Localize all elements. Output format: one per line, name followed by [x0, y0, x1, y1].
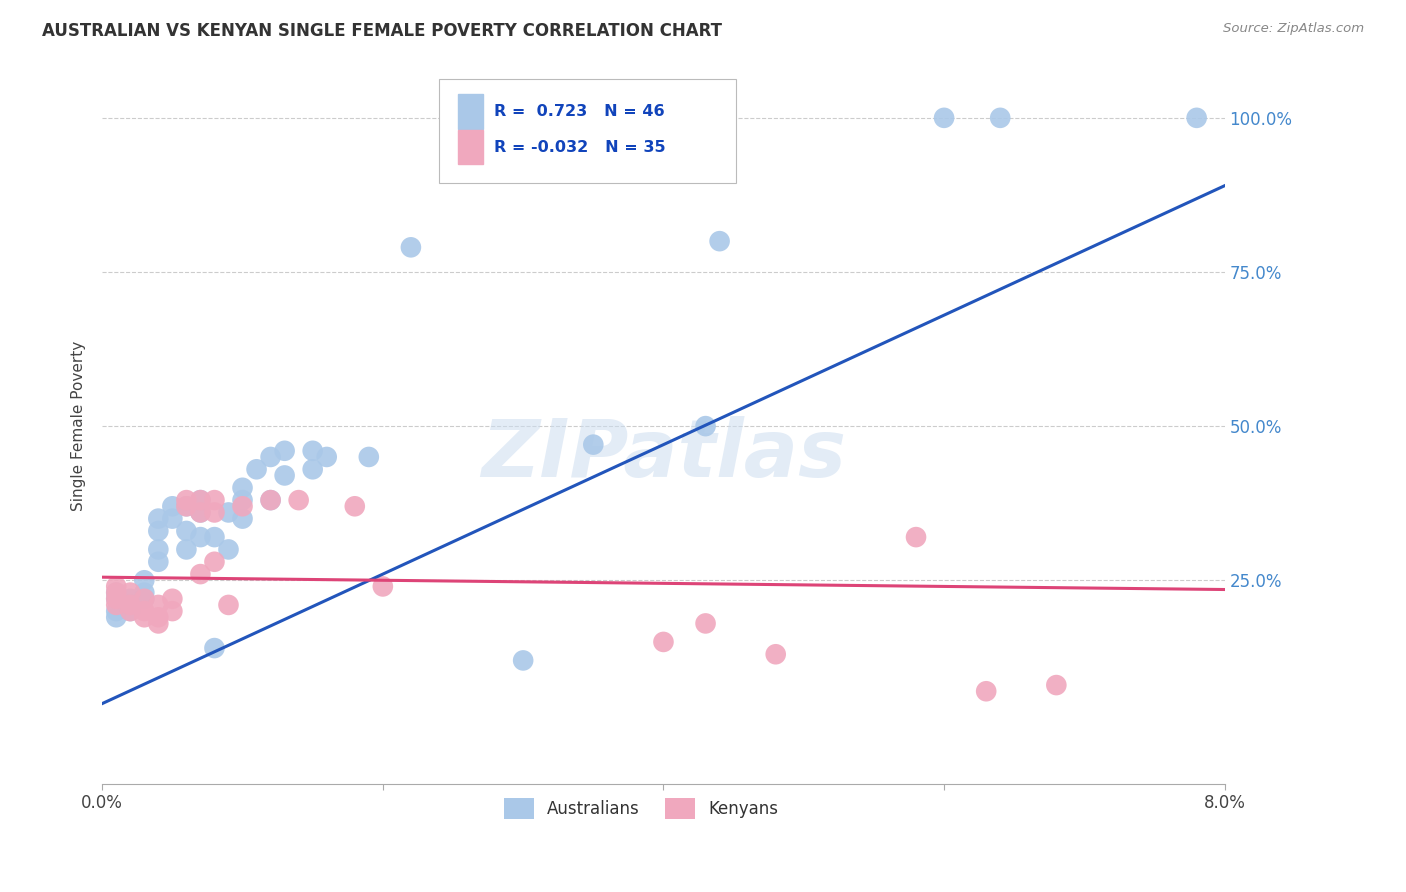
Point	[231, 500, 253, 514]
Point	[765, 647, 787, 661]
Point	[315, 450, 337, 464]
Point	[1185, 111, 1208, 125]
Y-axis label: Single Female Poverty: Single Female Poverty	[72, 341, 86, 511]
Point	[176, 500, 198, 514]
Point	[134, 610, 156, 624]
Point	[134, 591, 156, 606]
Point	[134, 591, 156, 606]
Point	[105, 585, 128, 599]
Point	[932, 111, 955, 125]
Point	[105, 604, 128, 618]
Text: R =  0.723   N = 46: R = 0.723 N = 46	[494, 104, 665, 119]
FancyBboxPatch shape	[458, 95, 482, 128]
Point	[1045, 678, 1067, 692]
Point	[204, 493, 226, 508]
Text: AUSTRALIAN VS KENYAN SINGLE FEMALE POVERTY CORRELATION CHART: AUSTRALIAN VS KENYAN SINGLE FEMALE POVER…	[42, 22, 723, 40]
Point	[905, 530, 928, 544]
Point	[148, 598, 170, 612]
Point	[162, 500, 184, 514]
Point	[695, 419, 717, 434]
Point	[988, 111, 1011, 125]
Point	[162, 591, 184, 606]
Text: Source: ZipAtlas.com: Source: ZipAtlas.com	[1223, 22, 1364, 36]
Point	[371, 579, 394, 593]
Point	[273, 443, 295, 458]
Point	[190, 493, 212, 508]
Point	[148, 511, 170, 525]
Point	[204, 555, 226, 569]
Legend: Australians, Kenyans: Australians, Kenyans	[498, 792, 785, 825]
Point	[148, 524, 170, 538]
Point	[105, 591, 128, 606]
Point	[974, 684, 997, 698]
Point	[148, 542, 170, 557]
Point	[134, 604, 156, 618]
Point	[231, 511, 253, 525]
Point	[301, 462, 323, 476]
Point	[204, 530, 226, 544]
Text: R = -0.032   N = 35: R = -0.032 N = 35	[494, 140, 665, 154]
Point	[695, 616, 717, 631]
Point	[218, 542, 240, 557]
Point	[120, 585, 142, 599]
Point	[134, 574, 156, 588]
Point	[105, 610, 128, 624]
Point	[176, 493, 198, 508]
FancyBboxPatch shape	[458, 130, 482, 164]
Point	[190, 505, 212, 519]
Point	[134, 585, 156, 599]
Point	[190, 493, 212, 508]
Point	[148, 616, 170, 631]
Point	[218, 598, 240, 612]
Point	[301, 443, 323, 458]
Point	[259, 493, 281, 508]
FancyBboxPatch shape	[439, 79, 737, 183]
Point	[190, 567, 212, 582]
Point	[105, 585, 128, 599]
Point	[120, 598, 142, 612]
Point	[190, 530, 212, 544]
Point	[120, 591, 142, 606]
Point	[582, 437, 605, 451]
Point	[190, 505, 212, 519]
Point	[245, 462, 267, 476]
Point	[273, 468, 295, 483]
Point	[231, 481, 253, 495]
Point	[259, 450, 281, 464]
Point	[357, 450, 380, 464]
Point	[512, 653, 534, 667]
Point	[287, 493, 309, 508]
Point	[162, 511, 184, 525]
Point	[709, 234, 731, 248]
Point	[204, 505, 226, 519]
Point	[105, 579, 128, 593]
Point	[176, 500, 198, 514]
Point	[162, 604, 184, 618]
Point	[231, 493, 253, 508]
Point	[259, 493, 281, 508]
Point	[218, 505, 240, 519]
Point	[105, 591, 128, 606]
Point	[652, 635, 675, 649]
Point	[176, 542, 198, 557]
Point	[120, 604, 142, 618]
Point	[204, 641, 226, 656]
Point	[148, 555, 170, 569]
Point	[176, 524, 198, 538]
Point	[399, 240, 422, 254]
Point	[105, 598, 128, 612]
Point	[343, 500, 366, 514]
Point	[148, 610, 170, 624]
Point	[120, 598, 142, 612]
Text: ZIPatlas: ZIPatlas	[481, 416, 846, 494]
Point	[120, 604, 142, 618]
